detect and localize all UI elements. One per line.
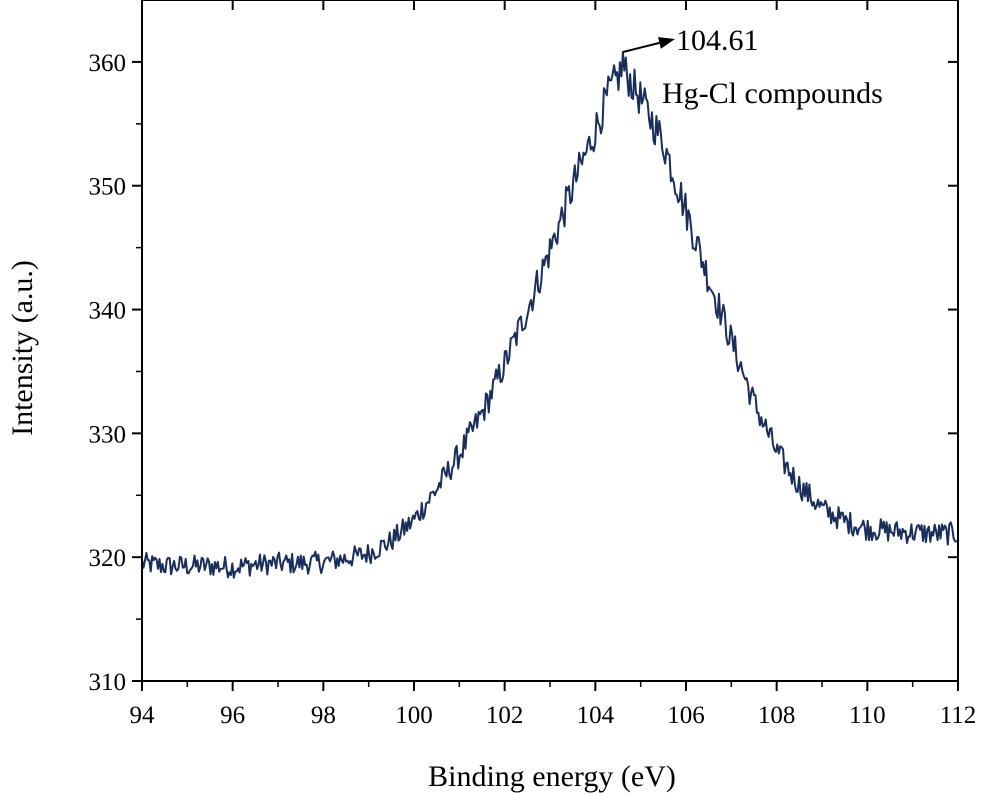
plot-frame <box>141 0 959 682</box>
y-tick-label: 320 <box>89 545 127 572</box>
x-tick-labels: 94 96 98 100 102 104 106 108 110 112 <box>130 702 977 729</box>
compound-label: Hg-Cl compounds <box>662 77 883 110</box>
y-tick-label: 310 <box>89 669 127 696</box>
peak-value-label: 104.61 <box>676 24 759 57</box>
x-tick-label: 98 <box>311 702 336 729</box>
axis-ticks <box>132 0 959 691</box>
x-tick-label: 108 <box>758 702 796 729</box>
x-tick-label: 110 <box>849 702 886 729</box>
y-tick-label: 340 <box>89 298 127 325</box>
x-axis-title: Binding energy (eV) <box>428 760 676 793</box>
annotation-arrowhead <box>658 37 675 49</box>
y-tick-label: 350 <box>89 174 127 201</box>
annotation-arrow <box>622 40 666 53</box>
x-tick-label: 102 <box>486 702 524 729</box>
y-tick-labels: 310 320 330 340 350 360 <box>89 50 127 696</box>
y-tick-label: 330 <box>89 421 127 448</box>
y-tick-label: 360 <box>89 50 127 77</box>
spectrum-line <box>141 51 959 579</box>
x-tick-label: 94 <box>130 702 156 729</box>
x-tick-label: 96 <box>220 702 245 729</box>
x-tick-label: 100 <box>395 702 433 729</box>
x-tick-label: 106 <box>667 702 705 729</box>
x-tick-label: 104 <box>577 702 615 729</box>
y-axis-title: Intensity (a.u.) <box>6 260 39 436</box>
x-tick-label: 112 <box>940 702 977 729</box>
